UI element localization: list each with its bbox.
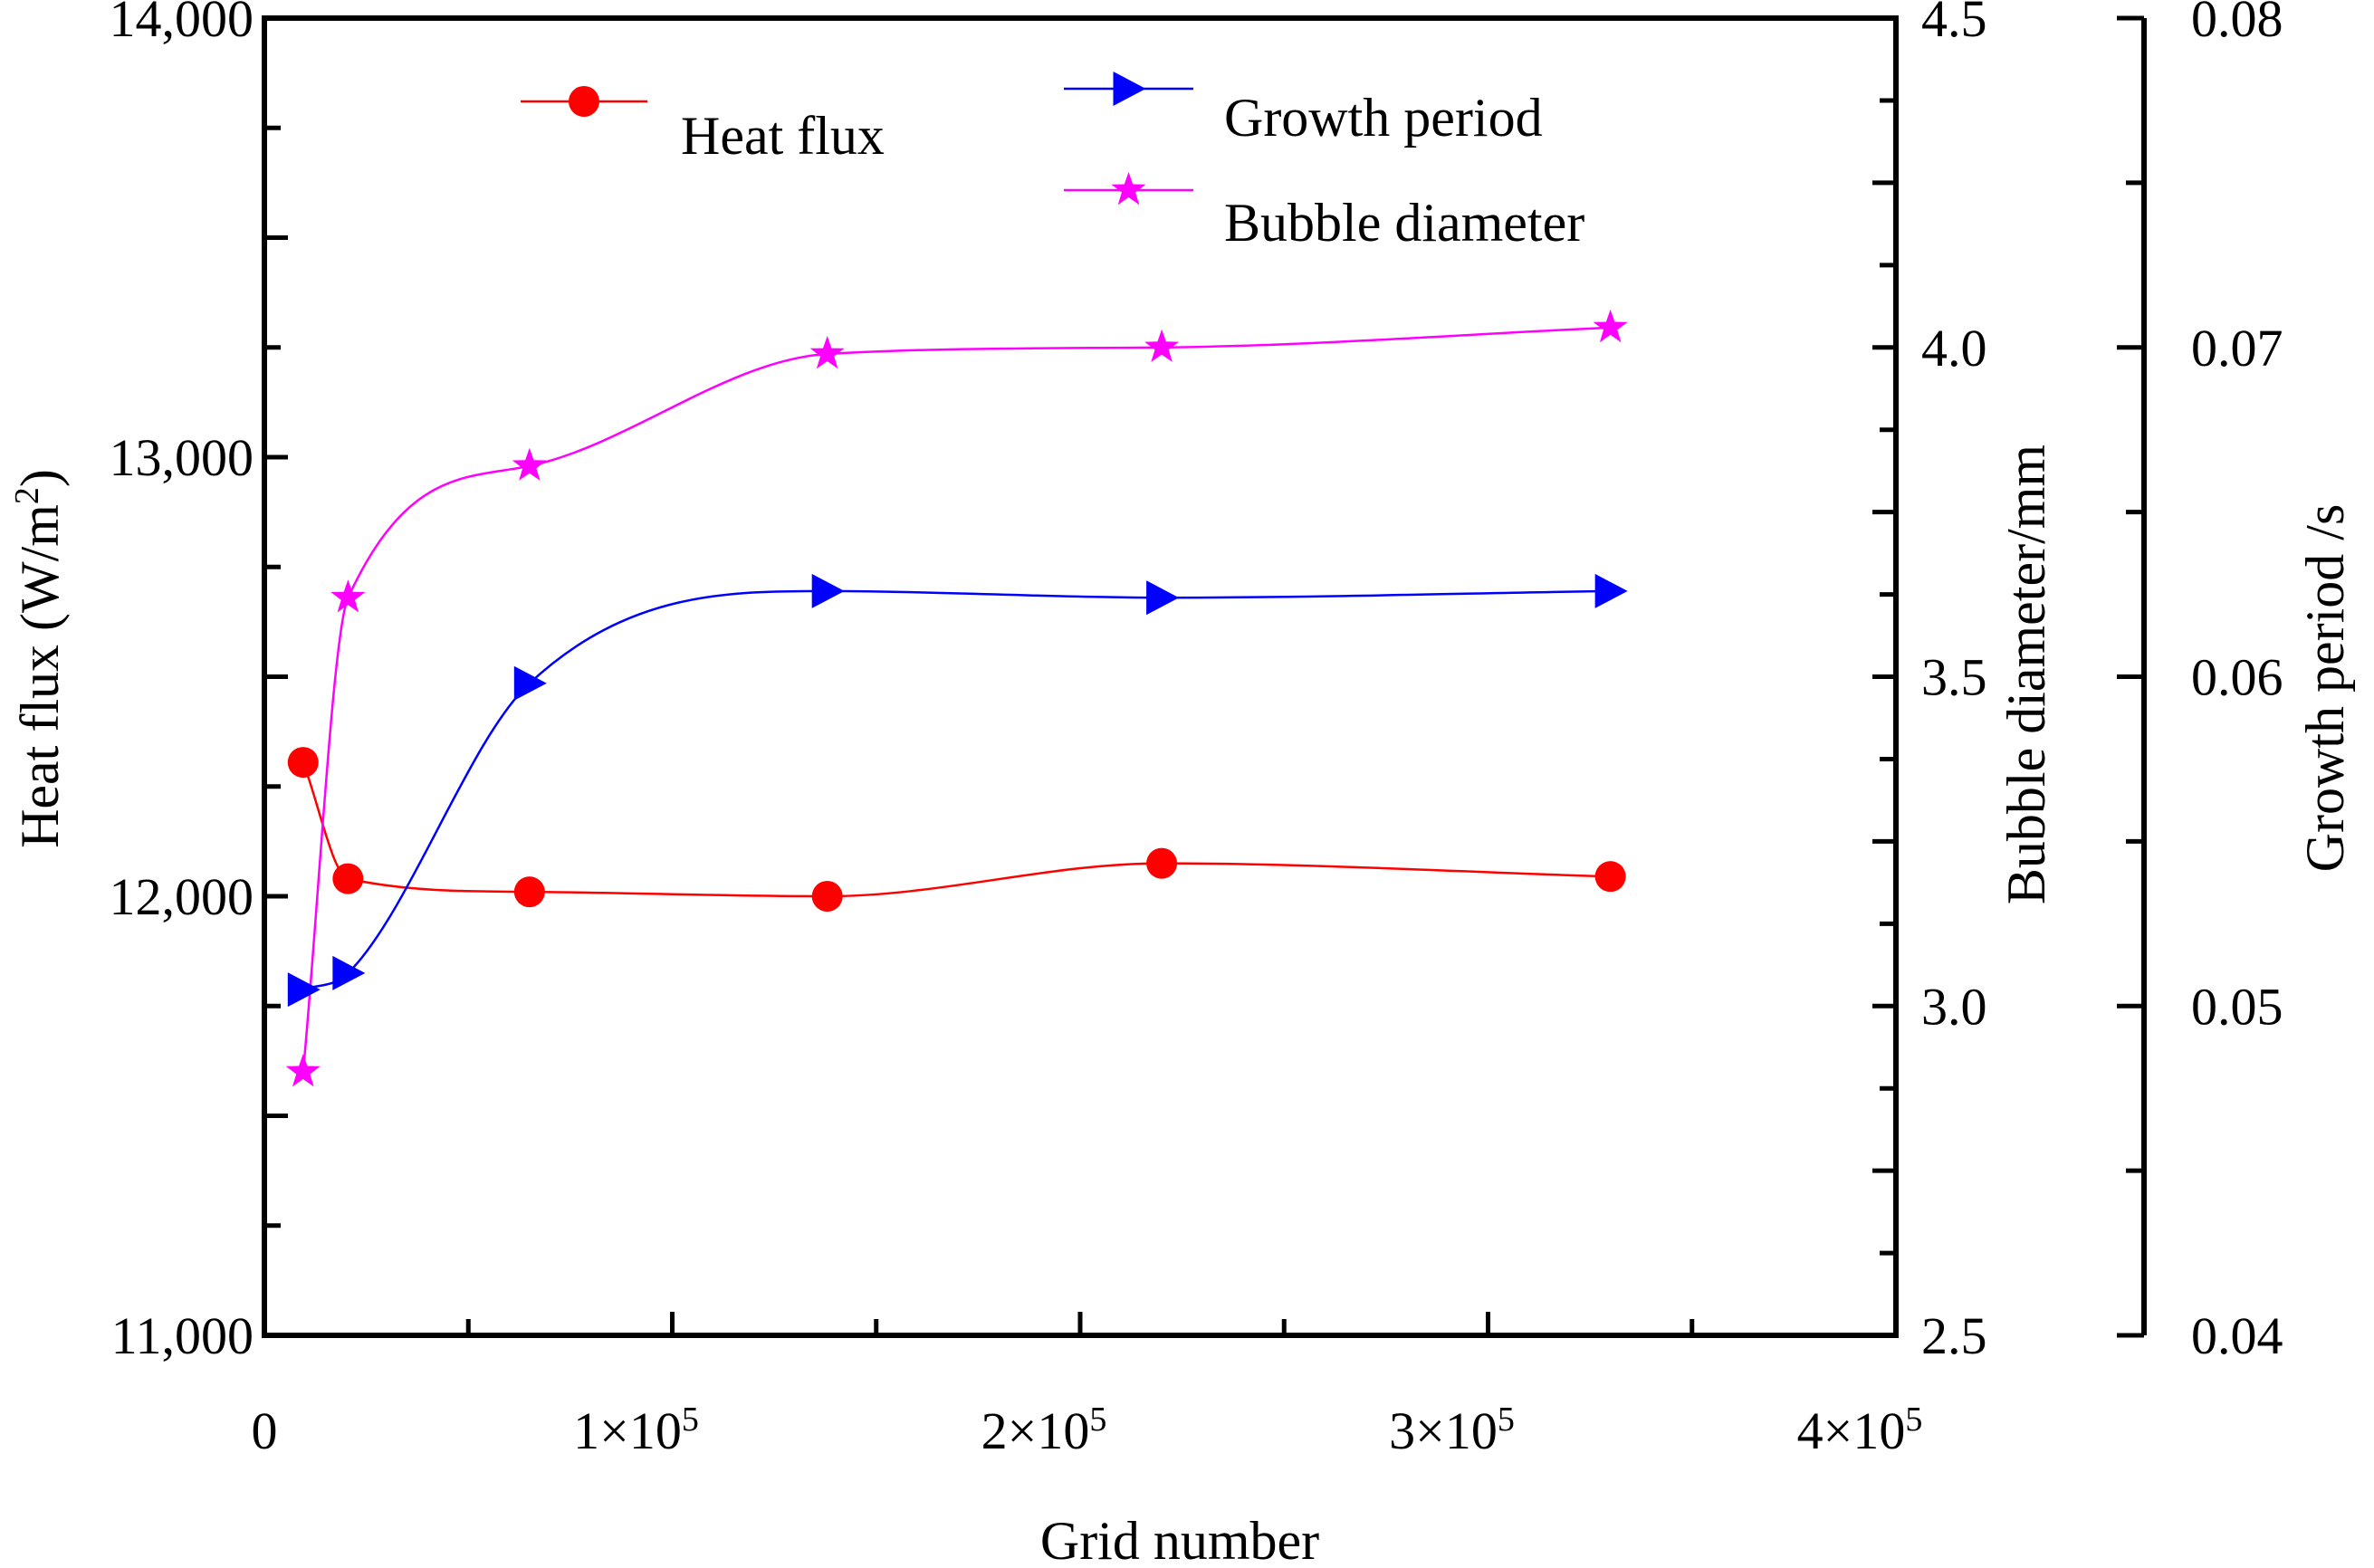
right1-tick-label: 4.0 [1921,319,1987,378]
x-tick-exponent: 5 [1905,1401,1922,1439]
right1-tick-label: 4.5 [1921,0,1987,48]
bubble-diameter-line [302,326,1611,1073]
bubble-axis-title: Bubble diameter/mm [1996,445,2056,904]
legend-heat-flux-label: Heat flux [681,106,885,166]
heat-flux-line [302,761,1611,898]
x-tick-label: 0 [252,1401,278,1460]
bubble-diameter-point [1593,309,1628,343]
growth-period-point [1594,573,1628,608]
right2-tick-label: 0.04 [2191,1306,2283,1365]
right1-tick-label: 3.0 [1921,977,1987,1036]
x-tick-exponent: 5 [1089,1401,1106,1439]
series-markers [285,309,1628,1087]
plot-border [262,15,1899,1338]
x-tick-exponent: 5 [1498,1401,1515,1439]
bubble-diameter-point [809,336,845,369]
series-curves [302,326,1611,1073]
left-tick-label: 14,000 [110,0,254,48]
left-axis-title: Heat flux (W/m2) [8,469,70,848]
legend-bubble-diameter-label: Bubble diameter [1224,193,1584,253]
plot-frame [262,15,2147,1338]
x-tick-label: 1×105 [573,1401,699,1460]
growth-period-point [811,573,845,608]
x-tick-mantissa: 2×10 [981,1401,1090,1460]
legend-growth-period-marker [1113,72,1146,106]
x-tick-mantissa: 3×10 [1389,1401,1498,1460]
bubble-diameter-point [285,1054,321,1087]
heat-flux-point [513,876,545,908]
x-tick-mantissa: 1×10 [573,1401,682,1460]
left-tick-label: 11,000 [111,1306,254,1365]
growth-period-point [332,955,366,990]
left-axis-title-end: ) [10,469,70,487]
x-tick-label: 3×105 [1389,1401,1515,1460]
legend-heat-flux-marker [569,86,599,117]
growth-axis-title: Growth period /s [2295,504,2355,873]
bubble-diameter-point [512,447,547,481]
x-tick-label: 2×105 [981,1401,1107,1460]
growth-period-point [1146,580,1180,616]
growth-period-point [287,972,321,1008]
bubble-diameter-point [1144,329,1180,362]
legend-bubble-diameter-marker [1111,172,1146,206]
heat-flux-point [287,747,319,779]
left-tick-label: 12,000 [110,867,254,926]
x-tick-mantissa: 4×10 [1797,1401,1906,1460]
left-axis-title-text: Heat flux (W/m [10,504,70,848]
right1-tick-label: 2.5 [1921,1306,1987,1365]
heat-flux-point [1146,847,1178,879]
heat-flux-point [811,881,843,912]
x-axis-title: Grid number [1040,1511,1319,1568]
x-tick-exponent: 5 [682,1401,699,1439]
legend: Heat flux Growth period Bubble diameter [521,72,1584,253]
heat-flux-point [332,863,364,894]
bubble-diameter-point [330,579,366,613]
right2-tick-label: 0.05 [2191,977,2283,1036]
right2-tick-label: 0.07 [2191,319,2283,378]
growth-period-point [513,665,547,701]
right1-tick-label: 3.5 [1921,648,1987,707]
axis-ticks [264,15,2144,1338]
growth-period-line [302,589,1611,991]
left-axis-title-sup: 2 [8,487,46,504]
right2-tick-label: 0.08 [2191,0,2283,48]
right2-tick-label: 0.06 [2191,648,2283,707]
heat-flux-point [1594,861,1626,893]
left-tick-label: 13,000 [110,428,254,487]
x-tick-label: 4×105 [1797,1401,1923,1460]
axis-labels: 0 1×105 2×105 3×105 4×10511,00012,00013,0001… [8,0,2355,1568]
legend-growth-period-label: Growth period [1224,88,1543,148]
x-tick-mantissa: 0 [252,1401,278,1460]
